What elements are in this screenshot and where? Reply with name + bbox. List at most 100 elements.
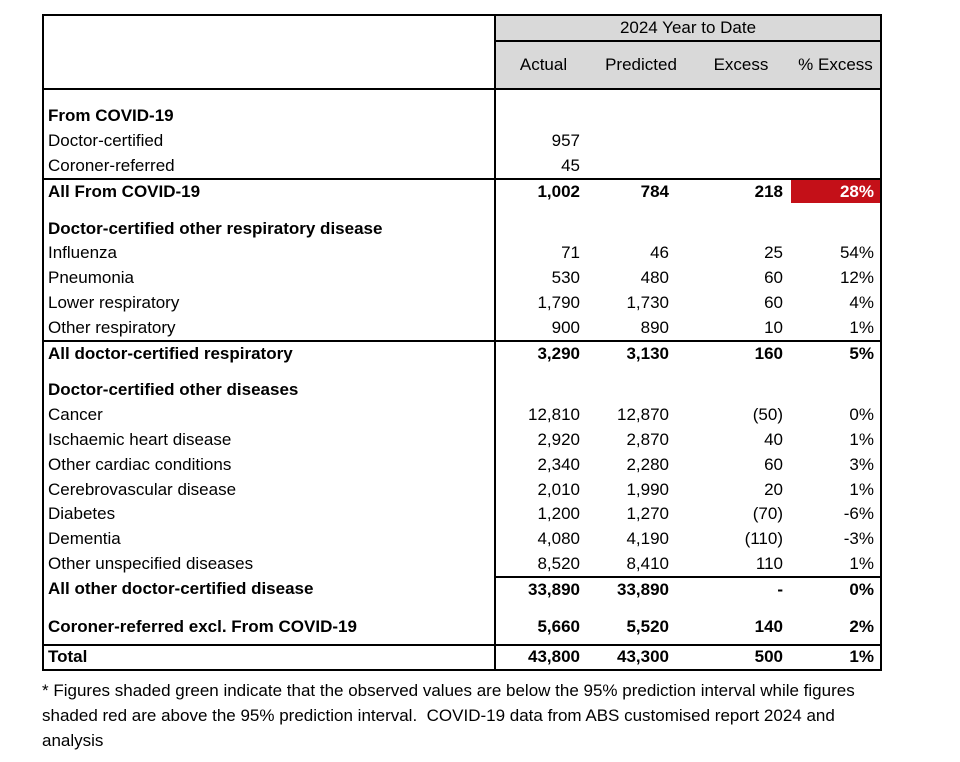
footnote: * Figures shaded green indicate that the… (42, 680, 855, 750)
predicted-value: 1,990 (626, 479, 669, 499)
excess-value: 40 (764, 429, 783, 449)
spacer-cell (44, 203, 496, 217)
pct-excess-value: 5% (791, 340, 880, 365)
table-row: Other cardiac conditions 2,340 2,280 60 3% (44, 452, 880, 478)
actual-value: 900 (551, 317, 580, 337)
corner-cell (44, 16, 496, 42)
row-label: Other cardiac conditions (44, 452, 496, 478)
actual-value: 4,080 (537, 529, 580, 549)
actual-value: 957 (551, 131, 580, 151)
spacer-row (44, 638, 880, 644)
excess-value: (110) (744, 529, 783, 549)
pct-excess-value (791, 216, 880, 241)
spacer-cell (44, 601, 496, 615)
pct-excess-value (791, 378, 880, 403)
table-row: Ischaemic heart disease 2,920 2,870 40 1% (44, 427, 880, 453)
table-row: Diabetes 1,200 1,270 (70) -6% (44, 501, 880, 527)
actual-value: 2,340 (537, 454, 580, 474)
predicted-value: 1,270 (626, 504, 669, 524)
table-row: Pneumonia 530 480 60 12% (44, 265, 880, 291)
spacer-row (44, 90, 880, 104)
table-row: All From COVID-19 1,002 784 218 28% (44, 178, 880, 204)
report-table: 2024 Year to Date Actual Predicted Exces… (42, 14, 882, 671)
report-sheet: 2024 Year to Date Actual Predicted Exces… (42, 14, 882, 753)
predicted-value: 2,870 (626, 429, 669, 449)
actual-value: 1,790 (537, 292, 580, 312)
excess-value: 25 (764, 243, 783, 263)
predicted-value (591, 154, 691, 179)
pct-excess-value: -3% (843, 529, 874, 549)
row-label: Doctor-certified other diseases (44, 377, 496, 403)
table-row: Lower respiratory 1,790 1,730 60 4% (44, 290, 880, 316)
table-group-header-row: 2024 Year to Date (44, 16, 880, 42)
spacer-cell (44, 638, 496, 644)
predicted-value: 5,520 (626, 616, 669, 636)
actual-value: 530 (551, 268, 580, 288)
pct-excess-value: 2% (849, 616, 874, 636)
predicted-value: 43,300 (591, 643, 691, 669)
excess-value: (70) (752, 504, 783, 524)
pct-excess-value: 3% (849, 454, 874, 474)
table-row: From COVID-19 (44, 104, 880, 129)
row-label: Diabetes (44, 501, 496, 527)
predicted-value (591, 104, 691, 129)
actual-value: 5,660 (537, 616, 580, 636)
row-label: Doctor-certified (44, 128, 496, 154)
row-label: Total (44, 643, 496, 669)
row-label: Ischaemic heart disease (44, 427, 496, 453)
actual-value: 3,290 (496, 340, 591, 365)
row-label: Other respiratory (44, 315, 496, 341)
table-row: All doctor-certified respiratory 3,290 3,1… (44, 340, 880, 365)
spacer-cell (44, 364, 496, 378)
table-row: Dementia 4,080 4,190 (110) -3% (44, 526, 880, 552)
actual-value (496, 378, 591, 403)
excess-value (691, 129, 791, 154)
excess-value: 218 (691, 178, 791, 203)
table-row: Doctor-certified other diseases (44, 377, 880, 403)
row-label: Pneumonia (44, 265, 496, 291)
excess-value (691, 378, 791, 403)
row-label: Cerebrovascular disease (44, 477, 496, 502)
excess-value: 140 (754, 616, 783, 636)
predicted-value: 8,410 (626, 553, 669, 573)
pct-excess-value: -6% (843, 504, 874, 524)
actual-value: 71 (561, 243, 580, 263)
excess-value: 10 (764, 317, 783, 337)
row-label: From COVID-19 (44, 104, 496, 129)
spacer-row (44, 601, 880, 615)
group-header: 2024 Year to Date (496, 16, 880, 42)
spacer-row (44, 364, 880, 378)
column-header-excess: Excess (691, 42, 791, 88)
pct-excess-value: 12% (839, 268, 874, 288)
spacer-row (44, 203, 880, 217)
spacer-cell (496, 90, 880, 104)
actual-value (496, 216, 591, 241)
actual-value: 1,002 (496, 178, 591, 203)
excess-value: 160 (691, 340, 791, 365)
row-label: All doctor-certified respiratory (44, 340, 496, 365)
predicted-value (591, 378, 691, 403)
row-label: Cancer (44, 402, 496, 428)
predicted-value: 480 (640, 268, 669, 288)
table-row: Other unspecified diseases 8,520 8,410 110 1… (44, 551, 880, 577)
spacer-cell (496, 365, 880, 378)
row-label: Doctor-certified other respiratory disea… (44, 216, 496, 241)
table-body: From COVID-19 Doctor-certified 957 Coroner-… (44, 90, 880, 669)
excess-value (691, 104, 791, 129)
actual-value: 43,800 (496, 643, 591, 669)
excess-value: - (691, 576, 791, 601)
table-row: Cancer 12,810 12,870 (50) 0% (44, 402, 880, 428)
row-label: Dementia (44, 526, 496, 552)
table-column-header-row: Actual Predicted Excess % Excess (44, 42, 880, 90)
row-label: Other unspecified diseases (44, 551, 496, 577)
excess-value: 500 (691, 643, 791, 669)
pct-excess-value (791, 154, 880, 179)
pct-excess-value: 1% (849, 553, 874, 573)
excess-value: (50) (752, 405, 783, 425)
pct-excess-value: 1% (849, 317, 874, 337)
predicted-value (591, 129, 691, 154)
table-row: Total 43,800 43,300 500 1% (44, 643, 880, 669)
spacer-cell (496, 601, 880, 614)
actual-value (496, 104, 591, 129)
excess-value: 60 (764, 292, 783, 312)
